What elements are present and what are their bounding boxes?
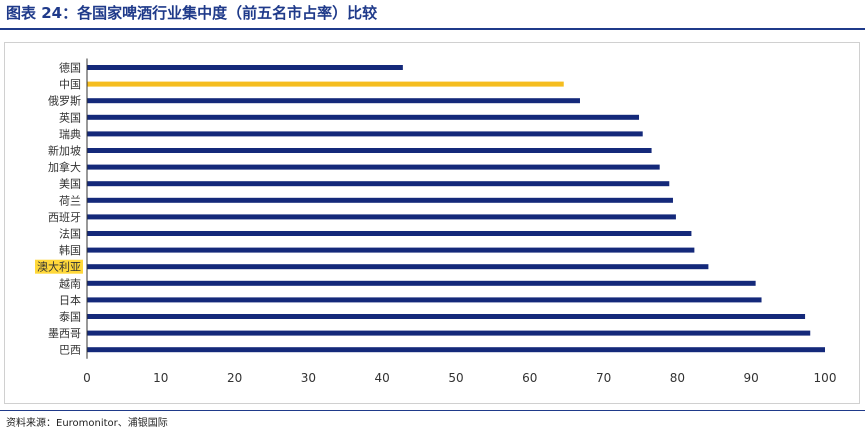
bar-16 [87,330,811,336]
category-label-17: 巴西 [59,344,81,357]
bar-2 [87,98,580,104]
category-label-16: 墨西哥 [48,327,81,340]
bar-1 [87,81,564,87]
category-label-13: 越南 [59,276,81,290]
category-label-14: 日本 [59,293,81,307]
chart-frame [4,42,860,404]
x-tick-label-7: 70 [596,371,611,385]
bar-8 [87,197,673,203]
bar-4 [87,131,643,137]
bar-12 [87,264,709,270]
bar-9 [87,214,676,220]
category-label-6: 加拿大 [48,160,81,174]
category-label-15: 泰国 [59,310,81,324]
x-tick-label-1: 10 [153,371,168,385]
x-tick-label-2: 20 [227,371,242,385]
x-tick-label-8: 80 [670,371,685,385]
x-tick-label-10: 100 [814,371,837,385]
bar-10 [87,231,692,236]
x-tick-label-0: 0 [83,371,91,385]
category-label-4: 瑞典 [59,127,81,141]
bar-11 [87,247,695,253]
bar-7 [87,181,670,187]
x-tick-label-9: 90 [744,371,759,385]
bar-13 [87,280,756,286]
bar-3 [87,114,640,120]
footer-divider [0,410,865,411]
category-label-3: 英国 [59,110,81,124]
source-note: 资料来源：Euromonitor、浦银国际 [6,418,168,429]
chart-title: 图表 24：各国家啤酒行业集中度（前五名市占率）比较 [6,4,378,22]
bar-17 [87,347,825,353]
x-tick-label-3: 30 [301,371,316,385]
category-label-12: 澳大利亚 [37,260,81,274]
x-tick-label-5: 50 [448,371,463,385]
category-label-1: 中国 [59,78,81,91]
category-label-0: 德国 [59,61,81,75]
category-label-5: 新加坡 [48,144,81,158]
category-label-11: 韩国 [59,243,81,257]
bar-5 [87,148,652,153]
category-label-10: 法国 [59,227,81,241]
x-tick-label-6: 60 [522,371,537,385]
x-tick-label-4: 40 [375,371,390,385]
category-label-7: 美国 [59,178,81,191]
category-label-2: 俄罗斯 [48,95,81,108]
bar-0 [87,65,403,70]
category-label-8: 荷兰 [59,194,81,207]
category-label-9: 西班牙 [48,211,81,224]
bar-14 [87,297,762,303]
bar-15 [87,314,806,319]
title-divider [0,28,865,30]
bar-chart: 德国中国俄罗斯英国瑞典新加坡加拿大美国荷兰西班牙法国韩国澳大利亚越南日本泰国墨西… [35,58,837,385]
category-label-highlight [35,259,83,274]
bar-6 [87,164,660,170]
